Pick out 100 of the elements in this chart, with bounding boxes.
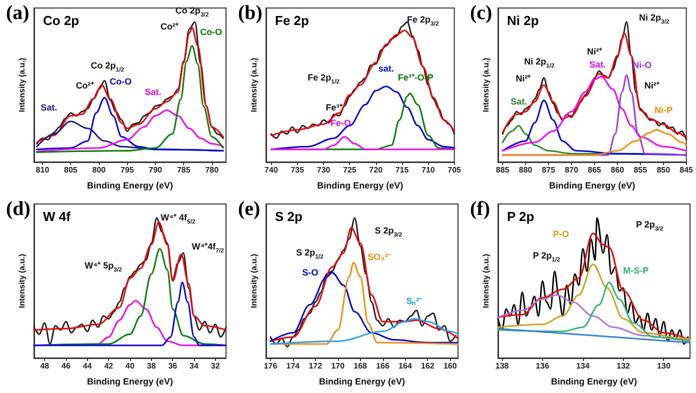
series-label: sat.	[378, 63, 394, 74]
x-tick-label: 860	[610, 166, 625, 174]
annotation: Fe 2p$_{1/2}$	[308, 72, 340, 86]
chart-title: (f)	[470, 198, 490, 220]
x-tick-label: 845	[680, 166, 694, 174]
x-tick-label: 740	[264, 166, 278, 174]
x-axis-title: Binding Energy (eV)	[86, 180, 174, 190]
x-tick-label: 34	[190, 362, 199, 370]
x-tick-label: 46	[62, 362, 71, 370]
x-axis-title: Binding Energy (eV)	[317, 180, 404, 190]
chart-subtitle: S 2p	[275, 209, 303, 224]
series-label: Sₙ²⁻	[406, 296, 422, 306]
chart-title: (a)	[6, 2, 30, 24]
chart-title: (b)	[238, 2, 262, 24]
x-tick-label: 710	[421, 166, 436, 174]
y-axis-title: Intensity (a.u.)	[250, 254, 258, 308]
x-tick-label: 705	[448, 166, 462, 174]
x-tick-label: 166	[376, 362, 390, 370]
x-tick-label: 174	[286, 362, 300, 370]
chart-subtitle: Ni 2p	[507, 13, 539, 28]
x-tick-label: 160	[443, 362, 458, 370]
series-label: Sat.	[144, 87, 162, 98]
annotation: Ni²⁺	[586, 46, 602, 58]
chart-subtitle: W 4f	[43, 209, 72, 224]
y-axis-title: Intensity (a.u.)	[482, 254, 490, 308]
chart-title: (d)	[6, 198, 30, 220]
x-tick-label: 805	[64, 166, 78, 174]
x-tick-label: 785	[176, 166, 191, 174]
x-tick-label: 800	[92, 166, 106, 174]
x-tick-label: 48	[40, 362, 50, 370]
annotation: Fe³⁺	[326, 102, 342, 114]
text: Co 2p$_{3/2}$	[175, 6, 209, 19]
x-tick-label: 865	[588, 166, 602, 174]
x-tick-label: 168	[354, 362, 368, 370]
x-tick-label: 138	[495, 362, 510, 370]
x-tick-label: 715	[395, 166, 410, 174]
x-tick-label: 780	[205, 166, 220, 174]
annotation: W⁴⁺4f$_{7/2}$	[192, 241, 224, 255]
chart-subtitle: Fe 2p	[275, 13, 310, 28]
series-label: M-S-P	[623, 265, 649, 276]
x-tick-label: 870	[564, 166, 579, 174]
x-tick-label: 176	[264, 362, 278, 370]
series-label: Ni-P	[654, 104, 672, 115]
annotation: W⁴⁺ 4f$_{5/2}$	[160, 212, 196, 226]
x-tick-label: 38	[146, 362, 156, 370]
x-tick-label: 164	[398, 362, 412, 370]
series-label: Co-O	[200, 26, 222, 37]
y-axis-title: Intensity (a.u.)	[18, 254, 26, 308]
x-axis-title: Binding Energy (eV)	[318, 376, 406, 386]
series-label: Sat.	[40, 102, 58, 112]
annotation: Fe 2p$_{3/2}$	[407, 14, 439, 27]
x-tick-label: 810	[36, 166, 50, 174]
x-tick-label: 42	[104, 362, 114, 370]
series-label: Co-O	[110, 76, 132, 87]
annotation: Ni²⁺	[644, 80, 660, 92]
text: Sat.	[510, 96, 528, 107]
x-tick-label: 725	[343, 166, 357, 174]
x-tick-label: 130	[657, 362, 671, 370]
annotation: S 2p$_{3/2}$	[374, 226, 402, 238]
x-tick-label: 36	[168, 362, 178, 370]
chart-subtitle: Co 2p	[43, 13, 80, 28]
y-axis-title: Intensity (a.u.)	[250, 58, 258, 112]
x-tick-label: 790	[148, 166, 163, 174]
x-tick-label: 172	[308, 362, 323, 370]
x-tick-label: 720	[369, 166, 384, 174]
y-axis-title: Intensity (a.u.)	[18, 58, 26, 112]
annotation: Ni²⁺	[516, 72, 531, 84]
x-tick-label: 850	[656, 166, 671, 174]
annotation: W⁴⁺ 5p$_{3/2}$	[84, 259, 122, 273]
x-tick-label: 735	[290, 166, 305, 174]
x-axis-title: Binding Energy (eV)	[549, 180, 636, 190]
x-tick-label: 40	[126, 362, 135, 370]
x-tick-label: 32	[210, 362, 220, 370]
annotation: Co²⁺	[76, 80, 94, 92]
text: P-O	[552, 229, 570, 240]
annotation: Co 2p$_{1/2}$	[90, 60, 124, 74]
annotation: Ni 2p$_{1/2}$	[524, 56, 555, 69]
x-tick-label: 170	[331, 362, 346, 370]
y-axis-title: Intensity (a.u.)	[482, 58, 490, 112]
x-tick-label: 730	[316, 166, 331, 174]
series-label: SO₄²⁻	[368, 252, 391, 262]
x-tick-label: 880	[518, 166, 533, 174]
x-tick-label: 44	[82, 362, 92, 370]
series-label: Fe-O	[330, 118, 351, 128]
annotation: P 2p$_{1/2}$	[532, 250, 560, 264]
x-axis-title: Binding Energy (eV)	[550, 376, 638, 386]
chart-title: (c)	[470, 2, 492, 24]
chart-subtitle: P 2p	[507, 209, 534, 224]
series-label: Sat.	[589, 60, 606, 70]
series-label: S-O	[302, 268, 318, 278]
x-tick-label: 875	[542, 166, 556, 174]
x-tick-label: 855	[634, 166, 648, 174]
x-tick-label: 162	[421, 362, 435, 370]
x-axis-title: Binding Energy (eV)	[86, 376, 174, 386]
annotation: Co²⁺	[160, 20, 179, 33]
annotation: S 2p$_{1/2}$	[296, 248, 324, 261]
x-tick-label: 132	[616, 362, 631, 370]
annotation: P 2p$_{3/2}$	[636, 220, 664, 233]
chart-title: (e)	[238, 198, 260, 220]
annotation: Ni 2p$_{3/2}$	[638, 12, 670, 26]
